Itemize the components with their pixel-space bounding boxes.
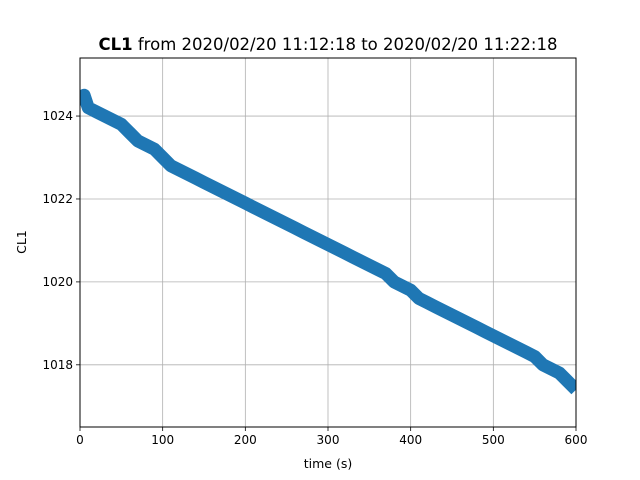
data-point [178,169,180,171]
x-tick-label: 400 [399,433,422,447]
data-point [277,219,279,221]
x-axis-label: time (s) [304,456,352,471]
data-point [468,322,470,324]
data-point [542,364,544,366]
data-point [170,165,172,167]
data-point [129,132,131,134]
data-point [443,310,445,312]
data-point [360,260,362,262]
data-point [104,115,106,117]
y-tick-label: 1024 [42,109,73,123]
data-point [162,157,164,159]
data-point [327,244,329,246]
y-axis-label: CL1 [14,230,29,254]
data-point [186,173,188,175]
data-point [302,231,304,233]
data-point [385,273,387,275]
data-point [269,215,271,217]
data-point [211,186,213,188]
data-point [112,119,114,121]
data-point [410,289,412,291]
grid [79,58,577,427]
data-point [567,380,569,382]
data-point [418,297,420,299]
data-point [261,210,263,212]
chart-title-rest: from 2020/02/20 11:12:18 to 2020/02/20 1… [133,35,558,54]
data-point [253,206,255,208]
data-point [335,248,337,250]
data-point [534,356,536,358]
x-tick-label: 200 [234,433,257,447]
y-tick-label: 1018 [42,358,73,372]
data-point [244,202,246,204]
y-axis-ticks: 1018 1020 1022 1024 [42,109,80,372]
y-tick-label: 1022 [42,192,73,206]
data-point [319,239,321,241]
chart-title-bold: CL1 [99,35,133,54]
x-tick-label: 600 [565,433,588,447]
data-point [87,107,89,109]
data-point [517,347,519,349]
series-line [80,88,576,395]
data-point [393,281,395,283]
data-point [203,181,205,183]
data-point [352,256,354,258]
data-point [120,123,122,125]
data-point [426,302,428,304]
data-point [145,144,147,146]
data-point [501,339,503,341]
data-point [83,94,85,96]
x-tick-label: 300 [317,433,340,447]
data-point [236,198,238,200]
data-point [558,372,560,374]
data-point [96,111,98,113]
data-point [195,177,197,179]
chart-title: CL1 from 2020/02/20 11:12:18 to 2020/02/… [99,35,558,54]
data-point [476,326,478,328]
data-point [434,306,436,308]
data-point [509,343,511,345]
data-point [137,140,139,142]
data-point [220,190,222,192]
data-point [286,223,288,225]
data-point [550,368,552,370]
data-point [153,148,155,150]
series-clip [80,88,576,395]
data-point [525,351,527,353]
data-point [294,227,296,229]
data-point [377,268,379,270]
data-point [368,264,370,266]
data-point [228,194,230,196]
x-tick-label: 0 [76,433,84,447]
x-axis-ticks: 0 100 200 300 400 500 600 [76,427,587,447]
y-tick-label: 1020 [42,275,73,289]
data-point [344,252,346,254]
data-point [484,331,486,333]
x-tick-label: 500 [482,433,505,447]
data-point [310,235,312,237]
data-point [401,285,403,287]
data-point [451,314,453,316]
data-series [80,88,576,395]
data-point [492,335,494,337]
x-tick-label: 100 [151,433,174,447]
data-point [459,318,461,320]
